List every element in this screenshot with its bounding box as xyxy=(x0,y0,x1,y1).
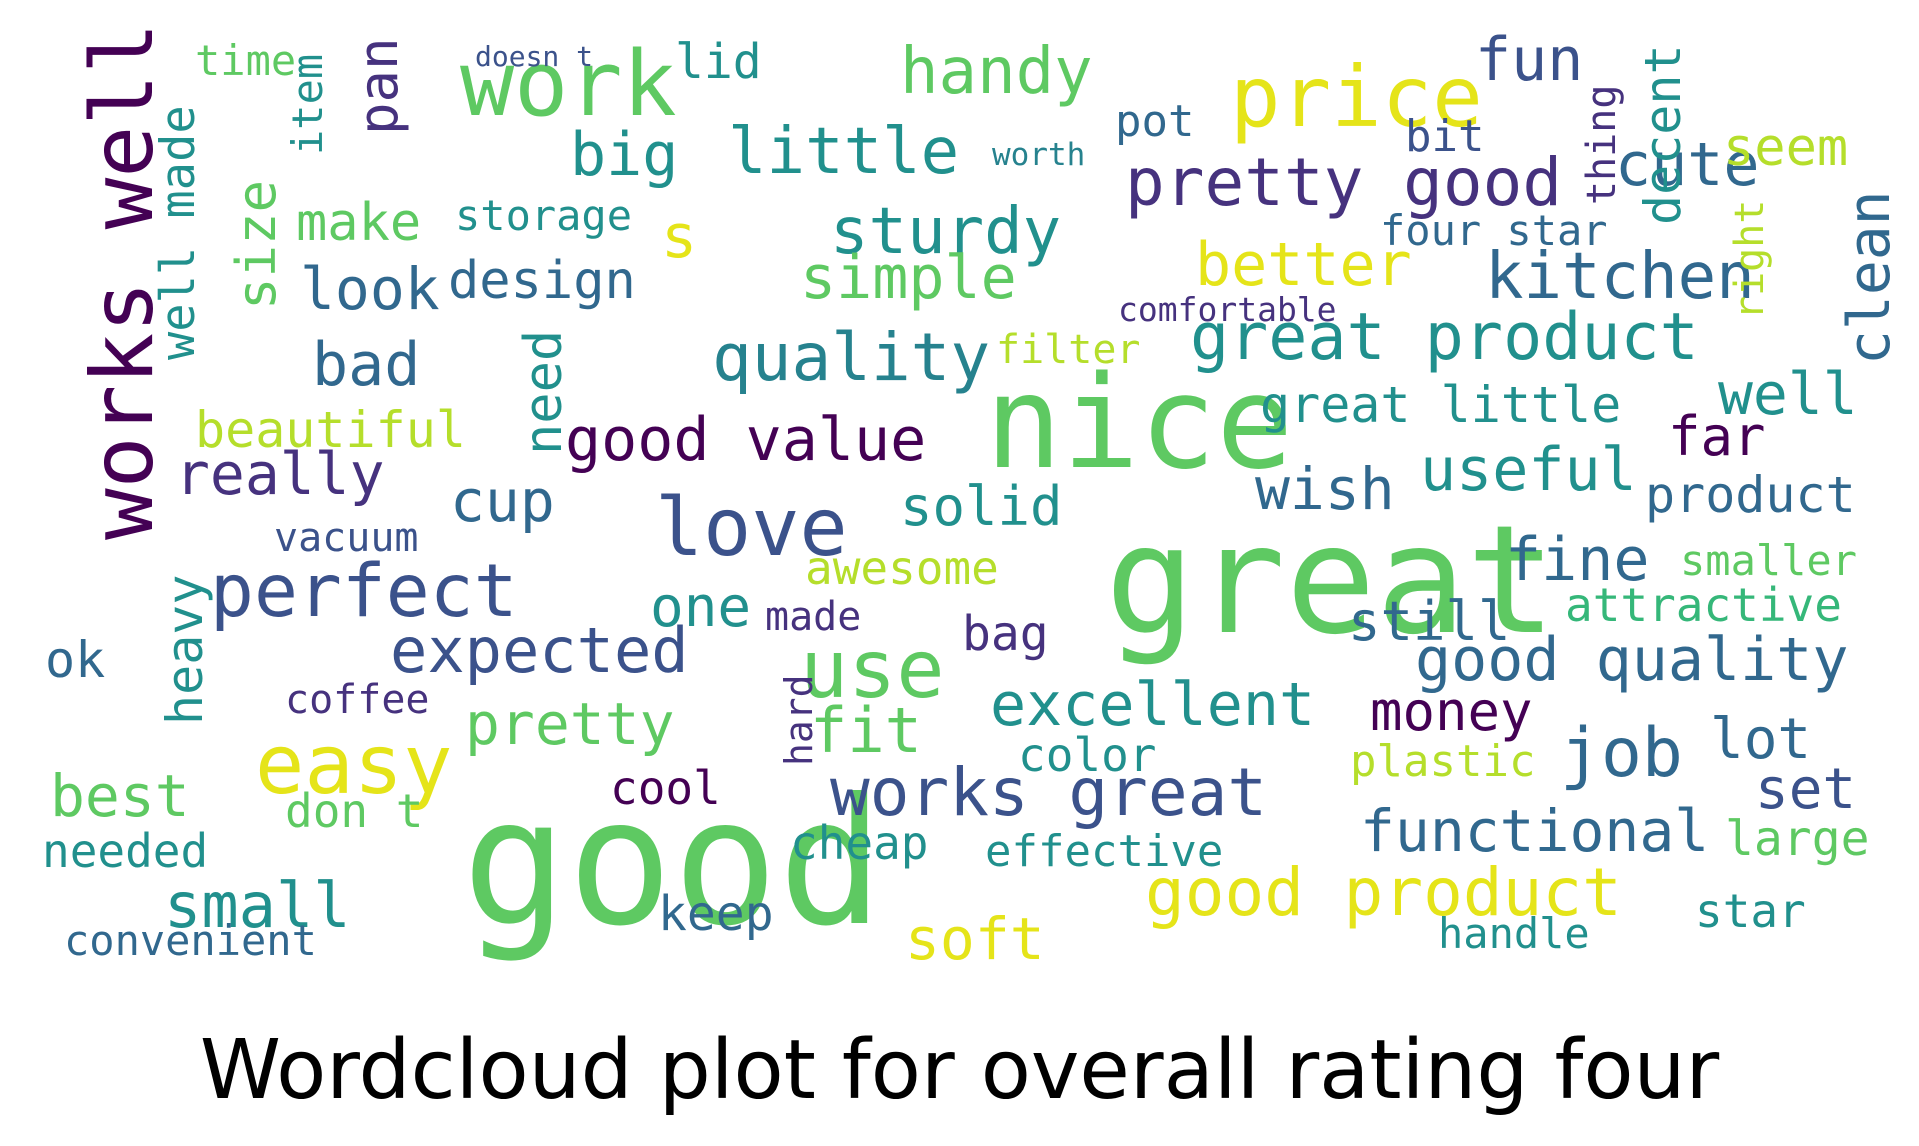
word-four-star: four star xyxy=(1380,206,1608,255)
word-hard: hard xyxy=(777,674,821,766)
word-useful: useful xyxy=(1420,435,1637,505)
word-lot: lot xyxy=(1710,707,1812,772)
word-little: little xyxy=(728,115,960,189)
word-well: well xyxy=(1718,360,1858,428)
word-far: far xyxy=(1668,405,1766,468)
word-expected: expected xyxy=(390,614,689,687)
word-love: love xyxy=(655,481,848,574)
word-well-made: well made xyxy=(151,105,206,360)
word-design: design xyxy=(448,251,636,311)
word-clean: clean xyxy=(1835,190,1903,365)
word-bit: bit xyxy=(1405,111,1485,162)
word-don-t: don t xyxy=(285,784,424,838)
word-good: good xyxy=(462,762,884,965)
word-great-product: great product xyxy=(1190,300,1699,375)
word-color: color xyxy=(1018,728,1157,782)
word-pot: pot xyxy=(1115,96,1195,147)
word-vacuum: vacuum xyxy=(274,515,419,561)
word-size: size xyxy=(225,179,288,310)
word-bad: bad xyxy=(312,330,421,400)
word-better: better xyxy=(1195,230,1412,300)
word-make: make xyxy=(296,193,422,253)
word-worth: worth xyxy=(992,137,1086,173)
word-handle: handle xyxy=(1438,909,1590,958)
word-product: product xyxy=(1645,466,1856,524)
word-sturdy: sturdy xyxy=(830,195,1062,269)
word-attractive: attractive xyxy=(1565,578,1842,632)
word-time: time xyxy=(195,36,297,85)
word-decent: decent xyxy=(1634,44,1692,225)
word-good-product: good product xyxy=(1145,854,1622,931)
word-job: job xyxy=(1560,714,1683,793)
word-one: one xyxy=(650,575,752,640)
word-really: really xyxy=(175,440,385,508)
word-cup: cup xyxy=(450,467,555,535)
word-coffee: coffee xyxy=(285,677,430,723)
word-cute: cute xyxy=(1615,130,1760,200)
word-s: s xyxy=(661,202,698,272)
word-beautiful: beautiful xyxy=(195,401,466,459)
word-seem: seem xyxy=(1723,118,1849,178)
word-excellent: excellent xyxy=(990,670,1316,740)
word-lid: lid xyxy=(675,34,762,90)
word-filter: filter xyxy=(996,327,1141,373)
word-pretty-good: pretty good xyxy=(1125,144,1563,221)
word-bag: bag xyxy=(962,606,1049,662)
word-nice: nice xyxy=(985,349,1294,498)
word-soft: soft xyxy=(905,905,1045,973)
word-awesome: awesome xyxy=(805,541,999,595)
word-thing: thing xyxy=(1579,84,1625,205)
word-great-little: great little xyxy=(1260,376,1622,434)
word-plastic: plastic xyxy=(1350,736,1536,787)
word-wish: wish xyxy=(1255,455,1395,523)
word-big: big xyxy=(570,120,679,190)
word-comfortable: comfortable xyxy=(1118,290,1337,329)
word-fine: fine xyxy=(1505,525,1650,595)
word-kitchen: kitchen xyxy=(1485,240,1755,314)
word-works-great: works great xyxy=(830,754,1268,831)
word-easy: easy xyxy=(255,718,453,813)
word-pretty: pretty xyxy=(465,690,675,758)
word-use: use xyxy=(800,623,945,716)
word-needed: needed xyxy=(42,824,209,878)
word-quality: quality xyxy=(712,319,991,396)
word-smaller: smaller xyxy=(1680,536,1858,585)
word-large: large xyxy=(1725,811,1870,867)
word-made: made xyxy=(765,594,862,640)
word-money: money xyxy=(1370,680,1533,743)
word-heavy: heavy xyxy=(156,574,214,725)
word-item: item xyxy=(283,53,332,155)
word-effective: effective xyxy=(985,826,1224,877)
word-solid: solid xyxy=(900,475,1063,538)
word-fun: fun xyxy=(1475,25,1584,95)
caption: Wordcloud plot for overall rating four xyxy=(199,1023,1720,1118)
word-ok: ok xyxy=(45,631,106,689)
word-pan: pan xyxy=(347,37,410,135)
word-right: right xyxy=(1727,199,1773,320)
word-good-value: good value xyxy=(565,405,927,475)
word-need: need xyxy=(514,329,574,455)
word-storage: storage xyxy=(455,191,633,240)
word-fit: fit xyxy=(810,694,922,767)
word-set: set xyxy=(1755,757,1857,822)
word-star: star xyxy=(1695,884,1806,938)
word-price: price xyxy=(1230,48,1483,146)
word-functional: functional xyxy=(1360,797,1710,865)
word-doesn-t: doesn t xyxy=(475,40,594,73)
word-simple: simple xyxy=(800,243,1017,313)
word-best: best xyxy=(50,762,190,830)
word-good-quality: good quality xyxy=(1415,625,1849,695)
word-look: look xyxy=(300,255,440,323)
word-cheap: cheap xyxy=(790,816,929,870)
word-convenient: convenient xyxy=(64,916,317,965)
word-still: still xyxy=(1348,590,1511,653)
word-perfect: perfect xyxy=(210,549,518,634)
word-cool: cool xyxy=(610,761,721,815)
word-handy: handy xyxy=(900,35,1093,109)
word-keep: keep xyxy=(658,886,774,942)
word-work: work xyxy=(460,32,677,137)
word-small: small xyxy=(164,869,351,942)
word-great: great xyxy=(1105,494,1557,668)
